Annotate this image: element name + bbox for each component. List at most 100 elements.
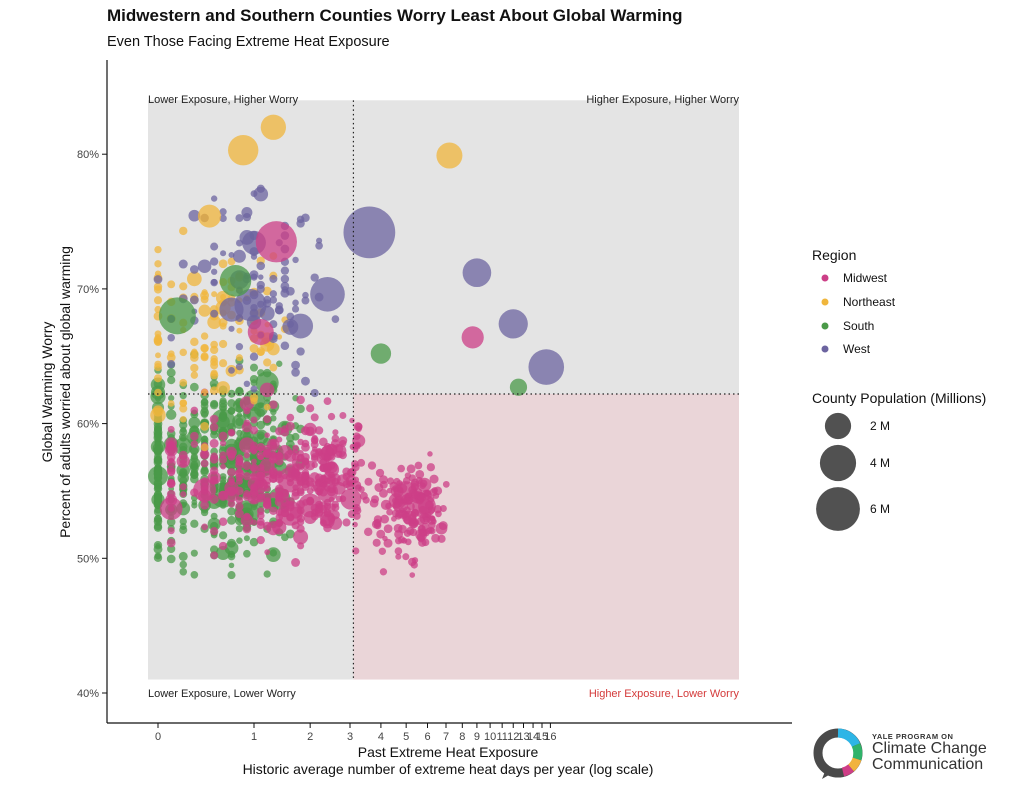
- data-point: [375, 468, 385, 478]
- data-point: [201, 523, 209, 531]
- data-point: [328, 516, 343, 530]
- legend-label-south: South: [843, 319, 875, 333]
- data-point: [310, 273, 319, 282]
- data-point: [219, 473, 227, 480]
- data-point: [250, 483, 258, 491]
- data-point: [152, 405, 164, 417]
- data-point: [250, 385, 258, 393]
- data-point: [258, 274, 264, 280]
- data-point: [218, 490, 228, 500]
- data-point: [219, 410, 227, 419]
- data-point: [153, 517, 163, 526]
- data-point: [188, 209, 201, 222]
- data-point: [178, 551, 188, 561]
- data-point: [167, 280, 176, 289]
- data-point: [227, 571, 236, 580]
- data-point: [363, 527, 373, 537]
- data-point: [227, 538, 236, 548]
- data-point: [393, 498, 400, 506]
- data-point-notable: [370, 343, 392, 364]
- x-tick-label: 2: [307, 731, 313, 743]
- data-point: [409, 572, 416, 578]
- data-point: [301, 442, 310, 452]
- data-point: [280, 497, 290, 507]
- data-point: [219, 451, 227, 459]
- data-point: [310, 440, 319, 449]
- data-point: [227, 389, 236, 398]
- data-point: [218, 399, 228, 408]
- data-point: [297, 438, 304, 446]
- data-point: [190, 337, 199, 347]
- legend-label-midwest: Midwest: [843, 271, 888, 285]
- data-point: [153, 275, 163, 284]
- data-point: [153, 285, 163, 294]
- data-point: [249, 247, 259, 257]
- data-point: [236, 537, 243, 544]
- data-point: [218, 541, 228, 551]
- x-tick-label: 6: [424, 731, 430, 743]
- data-point: [342, 518, 351, 527]
- data-point: [234, 468, 244, 478]
- data-point: [154, 245, 162, 254]
- data-point: [251, 458, 257, 465]
- data-point: [429, 515, 435, 521]
- data-point: [179, 391, 187, 400]
- data-point: [425, 527, 433, 535]
- data-point: [275, 452, 284, 461]
- data-point: [210, 369, 218, 377]
- x-tick-label: 12: [507, 731, 519, 743]
- y-axis-subtitle: Percent of adults worried about global w…: [57, 246, 73, 538]
- data-point: [210, 430, 219, 439]
- data-point: [262, 448, 272, 458]
- data-point: [209, 438, 219, 448]
- data-point: [243, 380, 251, 388]
- data-point: [331, 500, 339, 508]
- legend-size-marker: [819, 444, 857, 482]
- data-point: [190, 570, 199, 579]
- y-tick-label: 50%: [77, 553, 99, 565]
- data-point: [153, 296, 163, 305]
- data-point: [209, 400, 219, 410]
- data-point: [242, 492, 252, 501]
- data-point: [276, 436, 283, 443]
- data-point: [179, 226, 188, 236]
- data-point: [292, 299, 299, 307]
- x-tick-label: 5: [403, 731, 409, 743]
- data-point: [314, 504, 324, 514]
- data-point: [153, 335, 163, 345]
- data-point: [189, 463, 199, 473]
- data-point: [210, 268, 218, 275]
- data-point: [253, 429, 269, 445]
- data-point: [310, 413, 319, 422]
- data-point: [269, 506, 278, 515]
- data-point: [249, 537, 259, 547]
- data-point: [189, 382, 199, 392]
- data-point: [386, 508, 393, 516]
- data-point: [216, 381, 230, 395]
- data-point: [167, 400, 175, 407]
- data-point: [256, 280, 265, 290]
- quadrant-label-bottom-left: Lower Exposure, Lower Worry: [148, 688, 296, 700]
- data-point: [269, 441, 278, 450]
- data-point: [305, 477, 315, 487]
- quadrant-label-bottom-right: Higher Exposure, Lower Worry: [589, 688, 740, 700]
- data-point-notable: [498, 309, 528, 339]
- data-point: [190, 549, 198, 557]
- data-point: [250, 273, 258, 281]
- data-point: [270, 408, 277, 416]
- data-point: [280, 288, 290, 298]
- data-point: [426, 463, 435, 472]
- data-point: [227, 499, 236, 508]
- data-point: [280, 508, 290, 518]
- data-point: [250, 379, 258, 387]
- data-point: [179, 525, 188, 535]
- data-point-notable: [227, 134, 259, 166]
- data-point-notable: [247, 318, 274, 346]
- data-point: [210, 452, 218, 461]
- data-point: [190, 353, 199, 362]
- data-point-notable: [255, 221, 297, 263]
- data-point: [321, 445, 334, 457]
- data-point: [291, 558, 300, 567]
- data-point: [417, 524, 426, 534]
- data-point: [179, 378, 188, 387]
